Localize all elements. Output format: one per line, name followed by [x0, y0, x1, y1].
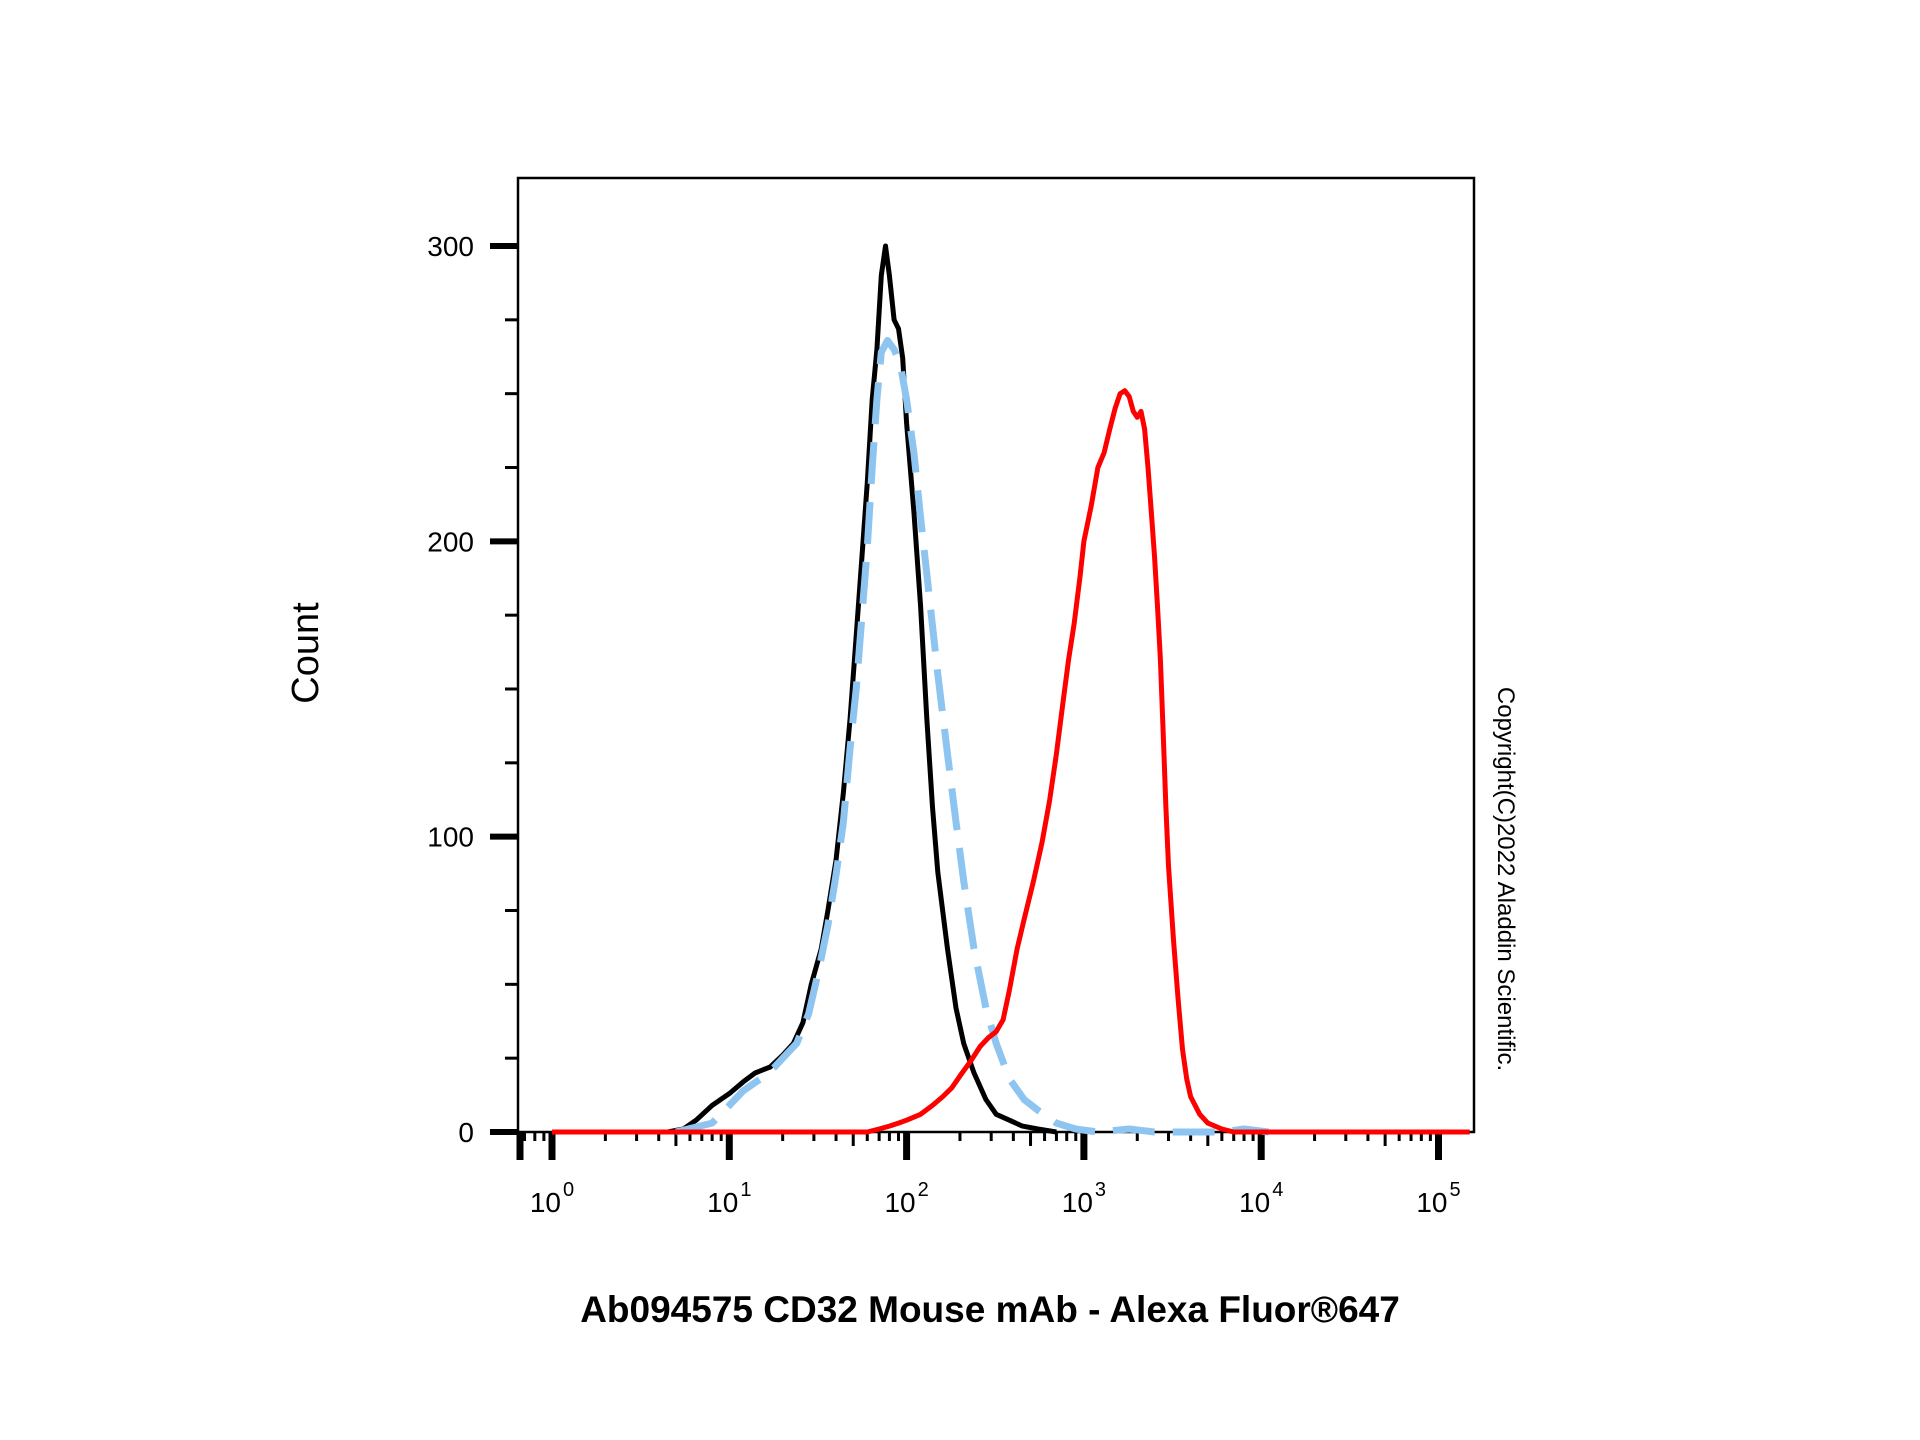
- series-line-1: [667, 243, 1057, 1135]
- y-axis-label: Count: [285, 602, 327, 704]
- x-tick-label: 10 1: [707, 1179, 751, 1218]
- plot-frame: [516, 176, 1476, 1134]
- y-tick-label: 0: [458, 1117, 474, 1148]
- y-tick-label: 200: [427, 526, 474, 557]
- x-tick-label: 10 0: [530, 1179, 574, 1218]
- x-tick-label: 10 4: [1239, 1179, 1283, 1218]
- series-line-3: [552, 388, 1470, 1135]
- copyright-notice: Copyright(C)2022 Aladdin Scientific.: [1492, 687, 1519, 1071]
- series-lines: [552, 243, 1470, 1136]
- x-tick-label: 10 3: [1062, 1179, 1106, 1218]
- tick-labels: 0 100 200 300 10 0 10 1 10 2 10 3 10 4 10 5: [427, 231, 1460, 1218]
- series-line-2: [675, 337, 1269, 1136]
- x-axis-label: Ab094575 CD32 Mouse mAb - Alexa Fluor®64…: [580, 1289, 1400, 1330]
- x-tick-label: 10 2: [884, 1179, 928, 1218]
- y-tick-label: 100: [427, 822, 474, 853]
- axis-ticks: [490, 243, 1442, 1160]
- y-tick-label: 300: [427, 231, 474, 262]
- x-tick-label: 10 5: [1416, 1179, 1460, 1218]
